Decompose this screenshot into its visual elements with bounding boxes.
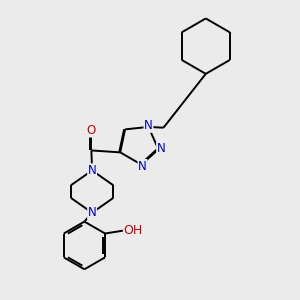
Text: N: N bbox=[138, 160, 147, 172]
Text: OH: OH bbox=[124, 224, 143, 237]
Text: N: N bbox=[144, 119, 153, 132]
Text: N: N bbox=[157, 142, 166, 155]
Text: N: N bbox=[88, 206, 97, 219]
Text: N: N bbox=[88, 164, 97, 177]
Text: O: O bbox=[87, 124, 96, 137]
